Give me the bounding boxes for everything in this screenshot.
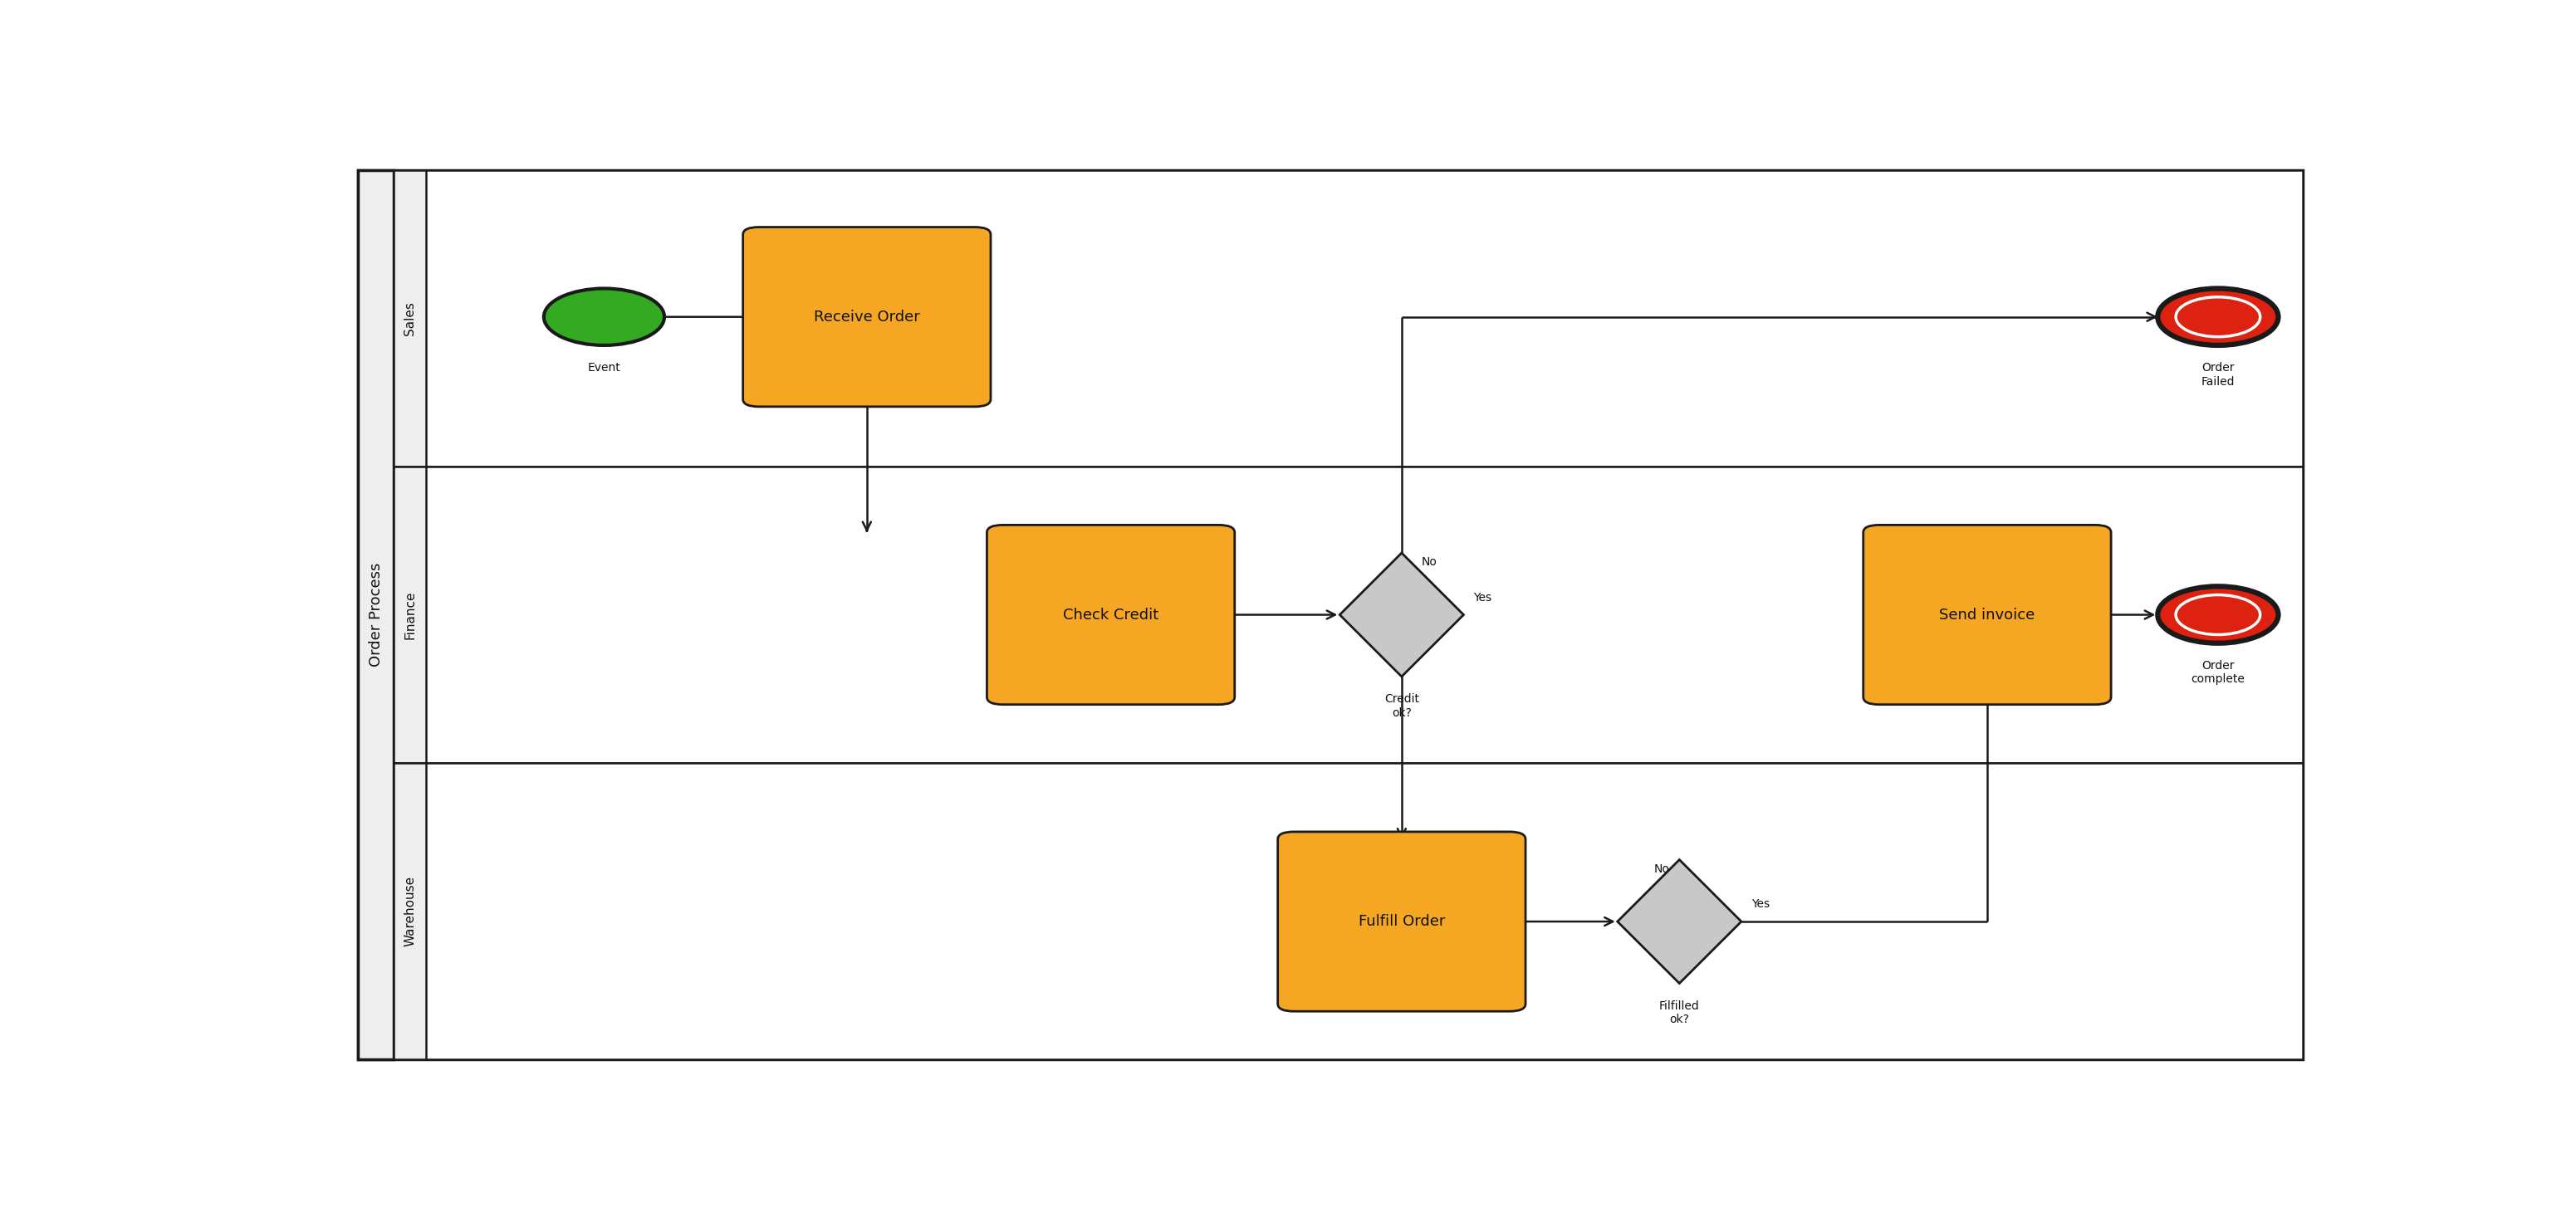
Bar [394,467,2303,764]
Text: Filfilled
ok?: Filfilled ok? [1659,1001,1700,1025]
Circle shape [2177,595,2259,634]
Text: Finance: Finance [404,590,417,639]
FancyBboxPatch shape [742,227,992,407]
Text: No: No [1422,556,1437,568]
Bar [394,170,2303,467]
FancyBboxPatch shape [987,525,1234,705]
Bar [394,170,425,467]
Circle shape [2159,587,2277,643]
Circle shape [544,288,665,346]
Text: Order
Failed: Order Failed [2200,363,2236,387]
Text: Receive Order: Receive Order [814,309,920,324]
Polygon shape [1618,860,1741,984]
Text: Sales: Sales [404,302,417,335]
Text: Event: Event [587,363,621,374]
Text: Credit
ok?: Credit ok? [1383,694,1419,719]
Text: Fulfill Order: Fulfill Order [1358,914,1445,929]
Bar [394,764,2303,1059]
Text: Order Process: Order Process [368,562,384,667]
Text: Send invoice: Send invoice [1940,607,2035,622]
FancyBboxPatch shape [1278,832,1525,1012]
Circle shape [2177,297,2259,337]
Bar [358,170,394,1059]
Circle shape [2159,288,2277,346]
FancyBboxPatch shape [1862,525,2112,705]
Polygon shape [1340,552,1463,677]
Bar [394,467,425,764]
Text: Check Credit: Check Credit [1064,607,1159,622]
Text: Yes: Yes [1752,898,1770,910]
Text: Warehouse: Warehouse [404,876,417,947]
Text: No: No [1654,864,1669,875]
Text: Yes: Yes [1473,591,1492,604]
Text: Order
complete: Order complete [2192,660,2244,686]
Bar [394,764,425,1059]
